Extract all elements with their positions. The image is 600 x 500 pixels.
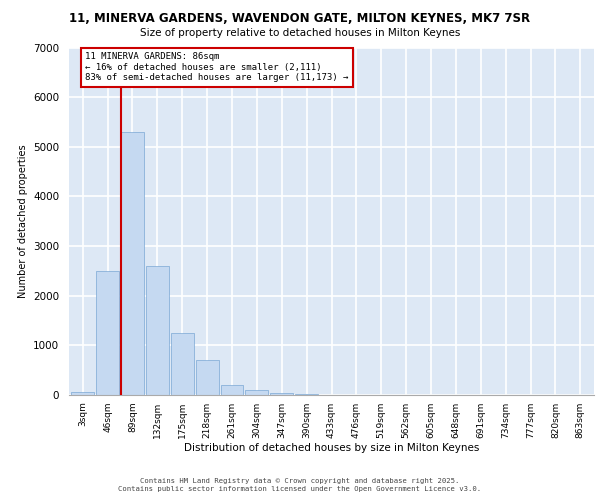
Bar [295,394,318,395]
Bar [270,392,293,395]
Bar [196,360,218,395]
Bar [121,132,144,395]
Bar [96,271,119,395]
Bar [245,390,268,395]
Bar [146,266,169,395]
Text: 11, MINERVA GARDENS, WAVENDON GATE, MILTON KEYNES, MK7 7SR: 11, MINERVA GARDENS, WAVENDON GATE, MILT… [70,12,530,26]
Text: Contains HM Land Registry data © Crown copyright and database right 2025.
Contai: Contains HM Land Registry data © Crown c… [118,478,482,492]
Text: 11 MINERVA GARDENS: 86sqm
← 16% of detached houses are smaller (2,111)
83% of se: 11 MINERVA GARDENS: 86sqm ← 16% of detac… [85,52,349,82]
Text: Size of property relative to detached houses in Milton Keynes: Size of property relative to detached ho… [140,28,460,38]
Y-axis label: Number of detached properties: Number of detached properties [17,144,28,298]
X-axis label: Distribution of detached houses by size in Milton Keynes: Distribution of detached houses by size … [184,443,479,453]
Bar [171,333,194,395]
Bar [221,385,244,395]
Bar [71,392,94,395]
